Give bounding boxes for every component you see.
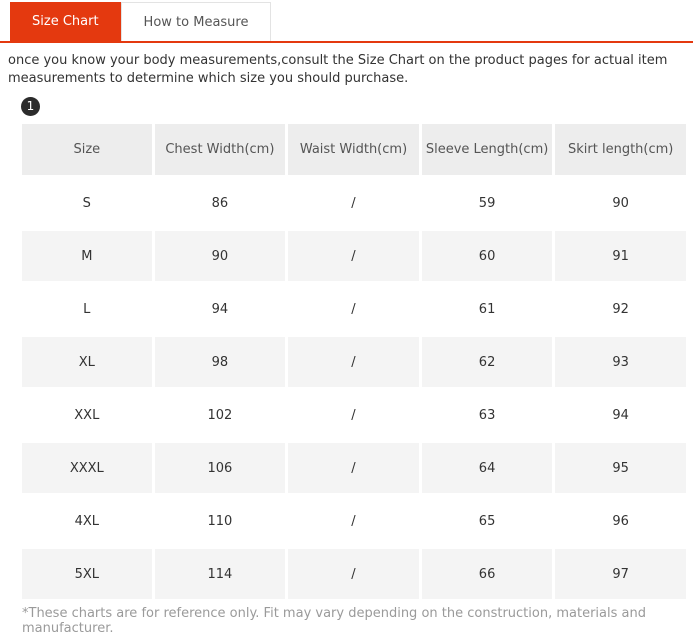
table-row: 5XL 114/66 97 [22,549,686,599]
column-header: Waist Width(cm) [288,124,419,175]
table-row: XXXL 106/64 95 [22,443,686,493]
table-cell: 91 [555,231,686,281]
table-cell: 86 [154,178,286,228]
table-cell: 96 [555,496,686,546]
table-cell: 90 [154,231,286,281]
table-row: S 86/59 90 [22,178,686,228]
table-cell: / [288,496,419,546]
table-row: L 94/61 92 [22,284,686,334]
table-cell: 5XL [22,549,152,599]
table-cell: 60 [421,231,553,281]
table-cell: 59 [421,178,553,228]
table-cell: 64 [421,443,553,493]
table-cell: M [22,231,152,281]
table-cell: / [288,178,419,228]
column-header: Chest Width(cm) [154,124,286,175]
table-cell: / [288,443,419,493]
column-header: Size [22,124,152,175]
table-cell: 98 [154,337,286,387]
table-cell: 66 [421,549,553,599]
table-row: XL 98/62 93 [22,337,686,387]
table-cell: / [288,390,419,440]
table-cell: S [22,178,152,228]
table-cell: 94 [555,390,686,440]
table-row: XXL 102/63 94 [22,390,686,440]
table-cell: 94 [154,284,286,334]
table-row: 4XL 110/65 96 [22,496,686,546]
table-cell: XXXL [22,443,152,493]
column-header: Sleeve Length(cm) [421,124,553,175]
table-cell: 93 [555,337,686,387]
table-cell: XL [22,337,152,387]
table-cell: 106 [154,443,286,493]
tab-how-to-measure[interactable]: How to Measure [120,2,272,41]
table-cell: / [288,337,419,387]
table-header-row: Size Chest Width(cm) Waist Width(cm) Sleeve… [22,124,686,175]
tab-size-chart[interactable]: Size Chart [10,2,121,41]
table-cell: / [288,549,419,599]
table-cell: 90 [555,178,686,228]
table-row: M 90/60 91 [22,231,686,281]
table-cell: / [288,284,419,334]
intro-text: once you know your body measurements,con… [8,53,668,86]
table-cell: 61 [421,284,553,334]
table-cell: L [22,284,152,334]
table-cell: XXL [22,390,152,440]
table-cell: 63 [421,390,553,440]
table-cell: 97 [555,549,686,599]
table-cell: 110 [154,496,286,546]
tab-bar: Size Chart How to Measure [0,2,693,43]
table-cell: 65 [421,496,553,546]
table-cell: / [288,231,419,281]
column-header: Skirt length(cm) [555,124,686,175]
table-cell: 62 [421,337,553,387]
step-1-badge: 1 [21,97,40,116]
size-table: Size Chest Width(cm) Waist Width(cm) Sleeve… [19,121,689,602]
table-cell: 4XL [22,496,152,546]
table-cell: 114 [154,549,286,599]
table-cell: 92 [555,284,686,334]
table-cell: 102 [154,390,286,440]
footnote-text: *These charts are for reference only. Fi… [22,606,646,636]
table-cell: 95 [555,443,686,493]
